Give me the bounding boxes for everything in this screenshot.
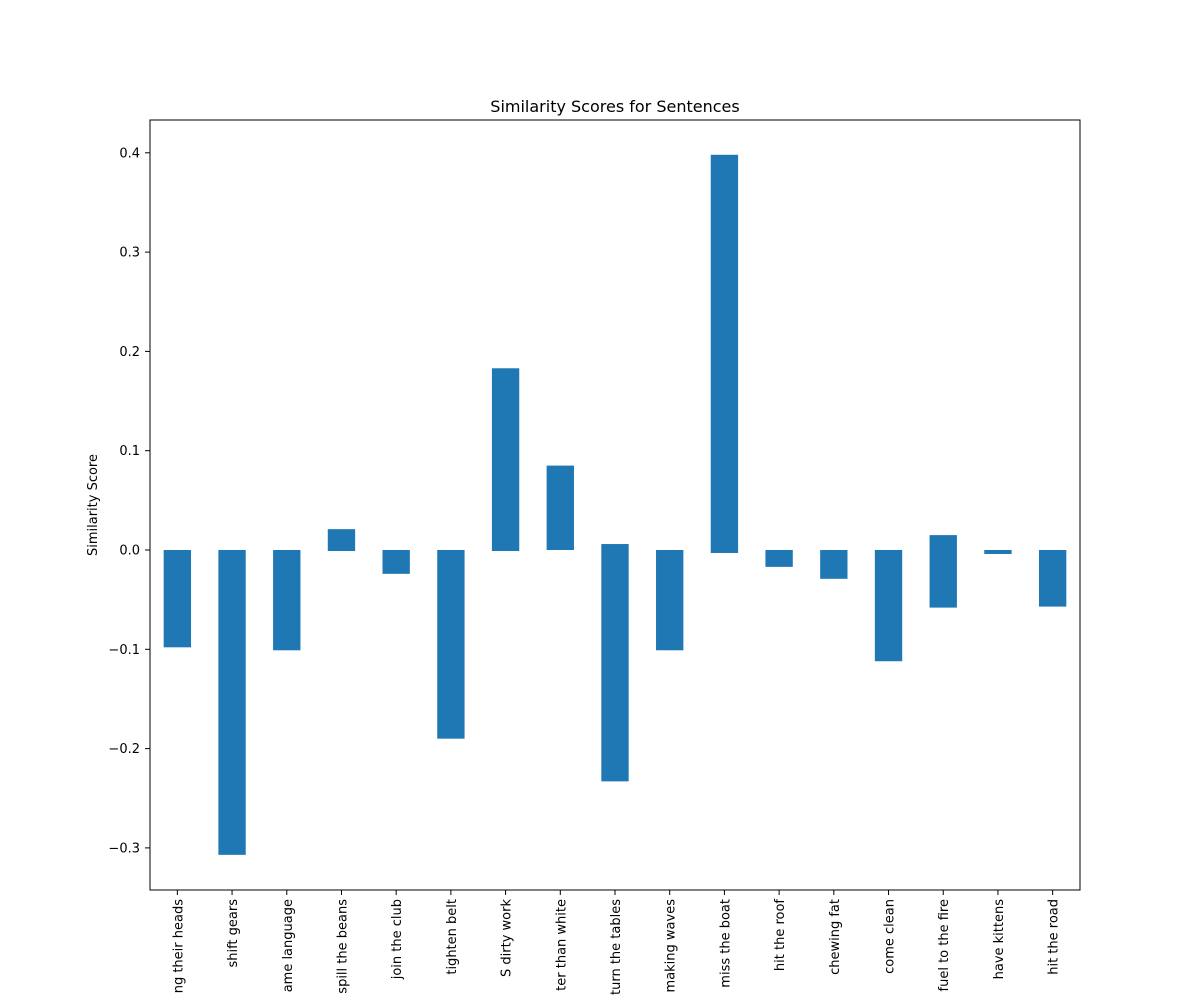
y-tick-label: −0.1: [108, 643, 140, 658]
x-tick-label: chewing fat: [828, 899, 843, 975]
bar: [437, 550, 465, 739]
bar: [929, 535, 957, 608]
x-ticks-group: ng their heads shift gears ame language spi…: [171, 890, 1062, 995]
x-tick-label: S dirty work: [500, 899, 515, 977]
bar: [163, 550, 192, 648]
y-ticks-group: −0.3 −0.2 −0.1 0.0 0.1 0.2 0.3 0.4: [108, 146, 150, 856]
bar: [273, 550, 301, 651]
x-tick-label: have kittens: [992, 899, 1007, 980]
chart-title: Similarity Scores for Sentences: [490, 97, 739, 116]
x-tick-label: tighten belt: [445, 899, 460, 975]
x-tick-label: hit the roof: [773, 899, 788, 972]
y-tick-label: 0.0: [119, 544, 140, 559]
bar: [491, 368, 520, 551]
x-tick-label: ame language: [281, 899, 296, 992]
plot-frame: [149, 119, 1081, 891]
y-tick-label: −0.3: [108, 841, 140, 856]
bar: [382, 550, 410, 574]
bar: [218, 550, 246, 855]
bar: [546, 465, 574, 550]
bar: [765, 550, 793, 567]
y-tick-label: 0.2: [119, 345, 140, 360]
x-tick-label: spill the beans: [335, 899, 350, 994]
x-tick-label: hit the road: [1047, 899, 1062, 975]
bar: [656, 550, 684, 651]
bar: [327, 529, 356, 551]
y-tick-label: 0.3: [119, 246, 140, 261]
bar: [601, 544, 629, 782]
x-tick-label: ng their heads: [171, 899, 186, 994]
y-tick-label: −0.2: [108, 742, 140, 757]
x-tick-label: making waves: [664, 899, 679, 993]
bar: [874, 550, 903, 662]
bar: [1038, 550, 1067, 607]
bars-group: [163, 154, 1067, 855]
x-tick-label: shift gears: [226, 899, 241, 968]
x-tick-label: miss the boat: [718, 899, 733, 988]
x-tick-label: come clean: [883, 899, 898, 974]
x-tick-label: ter than white: [554, 899, 569, 991]
x-tick-label: join the club: [390, 899, 405, 980]
x-tick-label: turn the tables: [609, 899, 624, 995]
y-axis-label: Similarity Score: [86, 454, 101, 556]
bar: [984, 550, 1012, 554]
x-tick-label: fuel to the fire: [937, 899, 952, 991]
bar: [710, 154, 739, 553]
bar: [820, 550, 848, 579]
y-tick-label: 0.1: [119, 444, 140, 459]
y-tick-label: 0.4: [119, 146, 140, 161]
